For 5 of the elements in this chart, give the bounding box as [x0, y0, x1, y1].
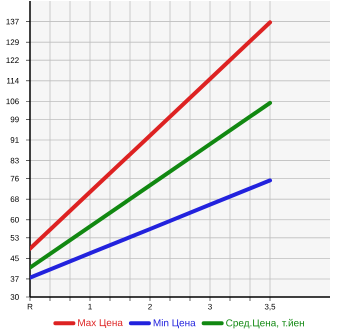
legend-label: Max Цена — [78, 319, 123, 328]
legend-label: Min Цена — [154, 319, 196, 328]
legend-label: Сред.Цена, т.йен — [226, 318, 304, 328]
line-series — [30, 178, 272, 280]
line-series — [30, 20, 272, 251]
